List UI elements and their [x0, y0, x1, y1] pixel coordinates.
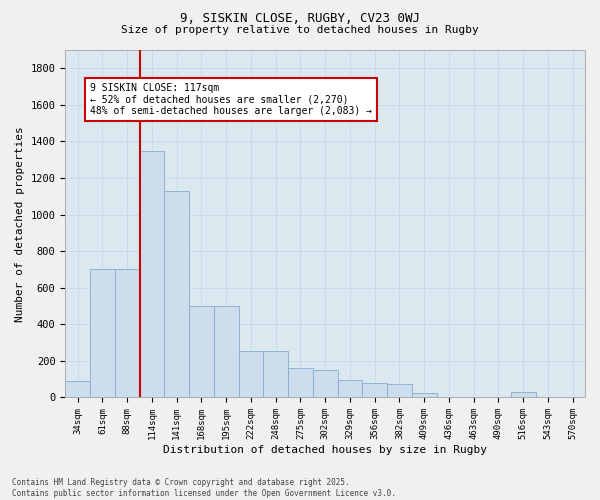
Bar: [164, 191, 189, 398]
Bar: [461, 396, 486, 398]
Bar: [288, 368, 313, 398]
Bar: [189, 306, 214, 398]
Bar: [313, 370, 338, 398]
X-axis label: Distribution of detached houses by size in Rugby: Distribution of detached houses by size …: [163, 445, 487, 455]
Bar: [560, 396, 585, 398]
Bar: [90, 270, 115, 398]
Y-axis label: Number of detached properties: Number of detached properties: [15, 126, 25, 322]
Text: Contains HM Land Registry data © Crown copyright and database right 2025.
Contai: Contains HM Land Registry data © Crown c…: [12, 478, 396, 498]
Bar: [486, 396, 511, 398]
Text: 9, SISKIN CLOSE, RUGBY, CV23 0WJ: 9, SISKIN CLOSE, RUGBY, CV23 0WJ: [180, 12, 420, 26]
Bar: [338, 380, 362, 398]
Bar: [239, 351, 263, 398]
Bar: [412, 393, 437, 398]
Bar: [536, 396, 560, 398]
Bar: [214, 306, 239, 398]
Bar: [362, 383, 387, 398]
Bar: [65, 381, 90, 398]
Bar: [511, 392, 536, 398]
Bar: [437, 396, 461, 398]
Text: 9 SISKIN CLOSE: 117sqm
← 52% of detached houses are smaller (2,270)
48% of semi-: 9 SISKIN CLOSE: 117sqm ← 52% of detached…: [90, 83, 372, 116]
Bar: [387, 384, 412, 398]
Bar: [115, 270, 140, 398]
Text: Size of property relative to detached houses in Rugby: Size of property relative to detached ho…: [121, 25, 479, 35]
Bar: [263, 351, 288, 398]
Bar: [140, 150, 164, 398]
